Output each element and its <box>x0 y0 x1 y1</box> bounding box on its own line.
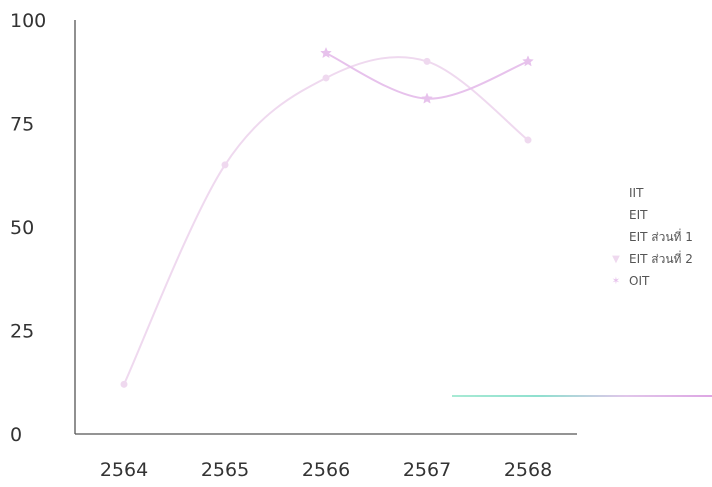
data-point <box>120 380 128 388</box>
legend-item: ▼ EIT ส่วนที่ 2 <box>608 248 708 270</box>
data-point <box>524 136 532 144</box>
legend-item: EIT ส่วนที่ 1 <box>608 226 708 248</box>
data-point <box>322 74 330 82</box>
x-tick-label: 2567 <box>403 459 451 481</box>
legend-label: EIT <box>629 208 648 222</box>
y-tick-label: 50 <box>10 217 34 239</box>
y-tick-label: 100 <box>10 10 46 32</box>
series-line <box>123 56 529 385</box>
legend-label: EIT ส่วนที่ 2 <box>629 251 693 266</box>
decorative-strip <box>452 395 712 397</box>
legend-label: EIT ส่วนที่ 1 <box>629 229 693 244</box>
x-tick-label: 2564 <box>100 459 148 481</box>
legend-item: ✶ OIT <box>608 270 708 292</box>
y-tick-label: 75 <box>10 114 34 136</box>
legend-label: OIT <box>629 274 650 288</box>
data-point <box>320 46 332 59</box>
x-tick-label: 2568 <box>504 459 552 481</box>
legend-marker: ▼ <box>612 253 620 265</box>
legend: IIT EIT EIT ส่วนที่ 1 ▼ EIT ส่วนที่ 2 ✶ OIT <box>608 182 708 292</box>
data-point <box>421 92 433 104</box>
y-tick-label: 25 <box>10 321 34 343</box>
data-point <box>522 55 534 67</box>
legend-label: IIT <box>629 186 644 200</box>
legend-item: IIT <box>608 182 708 204</box>
legend-item: EIT <box>608 204 708 226</box>
data-point <box>221 161 229 169</box>
x-tick-label: 2565 <box>201 459 249 481</box>
legend-marker: ✶ <box>611 275 621 287</box>
y-tick-label: 0 <box>10 424 22 446</box>
data-point <box>423 57 431 65</box>
x-tick-label: 2566 <box>302 459 350 481</box>
